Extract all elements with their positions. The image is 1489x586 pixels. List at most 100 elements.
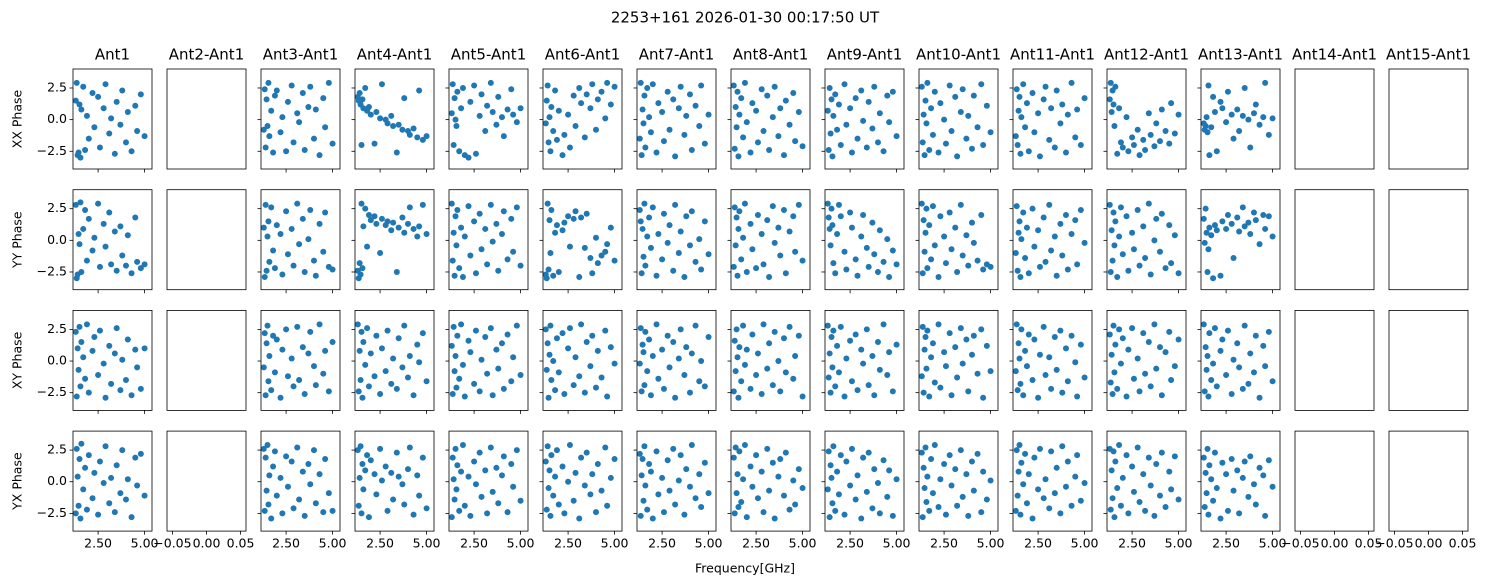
data-point (1017, 274, 1024, 281)
data-point (921, 485, 928, 492)
data-point (553, 136, 560, 143)
data-point (552, 387, 559, 394)
data-point (124, 476, 131, 483)
data-point (884, 236, 891, 243)
data-point (453, 384, 460, 391)
y-axis-label: XX Phase (10, 89, 25, 148)
data-point (638, 270, 645, 277)
data-point (555, 268, 562, 275)
data-point (942, 140, 949, 147)
panel-frame (260, 430, 341, 532)
data-point (860, 454, 867, 461)
data-point (598, 252, 605, 259)
data-point (290, 262, 297, 269)
data-point (1077, 206, 1084, 213)
data-point (1068, 502, 1075, 509)
data-point (362, 84, 369, 91)
data-point (637, 79, 644, 86)
data-point (310, 447, 317, 454)
data-point (504, 256, 511, 263)
data-point (942, 260, 949, 267)
data-point (450, 323, 457, 330)
data-point (649, 352, 656, 359)
data-point (604, 502, 611, 509)
data-point (1074, 261, 1081, 268)
panel-frame (730, 309, 811, 411)
data-point (377, 115, 384, 122)
data-point (465, 473, 472, 480)
data-point (1068, 332, 1075, 339)
data-point (83, 257, 90, 264)
data-point (935, 504, 942, 511)
data-point (294, 444, 301, 451)
x-tick-label: 5.00 (1259, 536, 1287, 551)
x-tick-label: 0.05 (1355, 536, 1383, 551)
data-point (987, 477, 994, 484)
data-point (835, 369, 842, 376)
data-point (489, 109, 496, 116)
data-point (1015, 229, 1022, 236)
data-point (889, 88, 896, 95)
data-point (393, 149, 400, 156)
data-point (1107, 268, 1114, 275)
data-point (1031, 243, 1038, 250)
data-point (743, 119, 750, 126)
data-point (735, 504, 742, 511)
data-point (646, 336, 653, 343)
data-point (1205, 511, 1212, 518)
data-point (919, 323, 926, 330)
data-point (1119, 335, 1126, 342)
data-point (1072, 217, 1079, 224)
data-point (75, 231, 82, 238)
data-point (423, 505, 430, 512)
data-point (1208, 377, 1215, 384)
data-point (329, 507, 336, 514)
data-point (570, 215, 577, 222)
data-point (675, 105, 682, 112)
data-point (858, 87, 865, 94)
data-point (636, 135, 643, 142)
x-tick-label: 5.00 (319, 536, 347, 551)
data-point (393, 449, 400, 456)
data-point (754, 495, 761, 502)
panel-title: Ant5-Ant1 (451, 46, 526, 64)
data-point (1117, 502, 1124, 509)
data-point (780, 335, 787, 342)
data-point (847, 105, 854, 112)
data-point (1234, 340, 1241, 347)
data-point (1219, 459, 1226, 466)
data-point (754, 350, 761, 357)
data-point (273, 492, 280, 499)
data-point (265, 218, 272, 225)
data-point (922, 444, 929, 451)
data-point (141, 345, 148, 352)
data-point (113, 462, 120, 469)
data-point (467, 512, 474, 519)
data-point (919, 139, 926, 146)
data-point (1074, 106, 1081, 113)
panel-title: Ant14-Ant1 (1292, 46, 1377, 64)
data-point (373, 491, 380, 498)
data-point (753, 265, 760, 272)
data-point (1236, 228, 1243, 235)
x-tick-label: 2.50 (366, 536, 394, 551)
data-point (941, 349, 948, 356)
data-point (1262, 79, 1269, 86)
data-point (1201, 388, 1208, 395)
data-point (561, 390, 568, 397)
data-point (876, 510, 883, 517)
data-point (926, 393, 933, 400)
panel-title: Ant6-Ant1 (545, 46, 620, 64)
data-point (848, 149, 855, 156)
data-point (305, 350, 312, 357)
data-point (929, 490, 936, 497)
panel-frame (1012, 430, 1093, 532)
data-point (322, 209, 329, 216)
data-point (111, 509, 118, 516)
data-point (921, 346, 928, 353)
data-point (848, 445, 855, 452)
data-point (638, 152, 645, 159)
data-point (760, 128, 767, 135)
data-point (1269, 115, 1276, 122)
data-point (416, 223, 423, 230)
